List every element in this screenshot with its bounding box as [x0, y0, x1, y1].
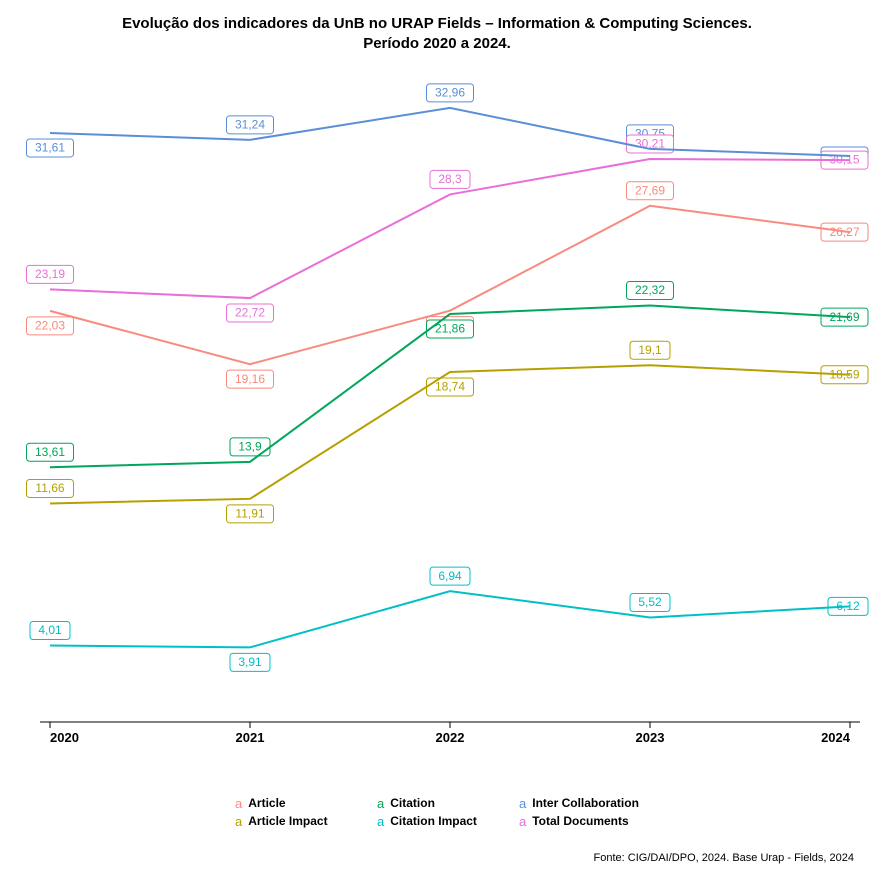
legend-item-citation: a Citation [377, 796, 497, 810]
svg-text:19,1: 19,1 [638, 343, 662, 357]
legend-label: Article Impact [248, 814, 327, 828]
svg-text:21,86: 21,86 [435, 322, 465, 336]
legend-label: Inter Collaboration [532, 796, 639, 810]
legend-swatch: a [519, 815, 526, 828]
value-label: 31,24 [227, 116, 274, 134]
svg-text:32,96: 32,96 [435, 86, 465, 100]
legend-label: Citation Impact [390, 814, 477, 828]
x-axis-label: 2022 [436, 730, 465, 745]
legend-item-article: a Article [235, 796, 355, 810]
svg-text:31,61: 31,61 [35, 141, 65, 155]
chart-container: Evolução dos indicadores da UnB no URAP … [0, 0, 874, 874]
series-line-inter_collab [50, 108, 850, 156]
value-label: 11,66 [27, 479, 74, 497]
chart-source: Fonte: CIG/DAI/DPO, 2024. Base Urap - Fi… [594, 852, 854, 864]
value-label: 21,86 [427, 320, 474, 338]
svg-text:4,01: 4,01 [38, 623, 62, 637]
value-label: 13,9 [230, 438, 270, 456]
line-chart-svg: 2020202120222023202422,0319,1622,0427,69… [0, 0, 874, 874]
x-axis-label: 2020 [50, 730, 79, 745]
chart-legend: a Article a Citation a Inter Collaboration a Ar… [0, 796, 874, 832]
svg-text:22,03: 22,03 [35, 319, 65, 333]
value-label: 6,94 [430, 567, 470, 585]
x-axis-label: 2023 [636, 730, 665, 745]
svg-text:3,91: 3,91 [238, 655, 262, 669]
svg-text:6,94: 6,94 [438, 569, 462, 583]
legend-swatch: a [235, 797, 242, 810]
value-label: 18,74 [427, 378, 474, 396]
value-label: 19,1 [630, 341, 670, 359]
value-label: 32,96 [427, 84, 474, 102]
legend-swatch: a [235, 815, 242, 828]
value-label: 11,91 [227, 505, 274, 523]
value-label: 28,3 [430, 170, 470, 188]
legend-item-inter_collab: a Inter Collaboration [519, 796, 639, 810]
svg-text:5,52: 5,52 [638, 595, 662, 609]
legend-swatch: a [377, 815, 384, 828]
x-axis-label: 2021 [236, 730, 265, 745]
value-label: 27,69 [627, 182, 674, 200]
value-label: 23,19 [27, 265, 74, 283]
value-label: 4,01 [30, 622, 70, 640]
legend-row: a Article Impact a Citation Impact a Total Do… [0, 814, 874, 828]
value-label: 19,16 [227, 370, 274, 388]
legend-label: Article [248, 796, 285, 810]
x-axis-label: 2024 [821, 730, 851, 745]
legend-item-total_documents: a Total Documents [519, 814, 639, 828]
svg-text:13,9: 13,9 [238, 440, 262, 454]
svg-text:28,3: 28,3 [438, 172, 462, 186]
svg-text:19,16: 19,16 [235, 372, 265, 386]
svg-text:22,72: 22,72 [235, 306, 265, 320]
value-label: 3,91 [230, 653, 270, 671]
legend-swatch: a [519, 797, 526, 810]
legend-swatch: a [377, 797, 384, 810]
series-line-citation_impact [50, 591, 850, 647]
legend-label: Citation [390, 796, 435, 810]
value-label: 22,72 [227, 304, 274, 322]
legend-item-citation_impact: a Citation Impact [377, 814, 497, 828]
chart-title: Evolução dos indicadores da UnB no URAP … [0, 14, 874, 53]
legend-row: a Article a Citation a Inter Collaboration [0, 796, 874, 810]
value-label: 13,61 [27, 443, 74, 461]
svg-text:18,74: 18,74 [435, 380, 465, 394]
value-label: 22,03 [27, 317, 74, 335]
svg-text:11,91: 11,91 [235, 506, 264, 520]
value-label: 31,61 [27, 139, 74, 157]
svg-text:27,69: 27,69 [635, 183, 665, 197]
svg-text:22,32: 22,32 [635, 283, 665, 297]
legend-item-article_impact: a Article Impact [235, 814, 355, 828]
legend-label: Total Documents [532, 814, 628, 828]
svg-text:11,66: 11,66 [35, 481, 64, 495]
value-label: 5,52 [630, 593, 670, 611]
value-label: 22,32 [627, 281, 674, 299]
svg-text:31,24: 31,24 [235, 118, 265, 132]
series-line-article [50, 206, 850, 364]
svg-text:23,19: 23,19 [35, 267, 65, 281]
svg-text:13,61: 13,61 [35, 445, 65, 459]
